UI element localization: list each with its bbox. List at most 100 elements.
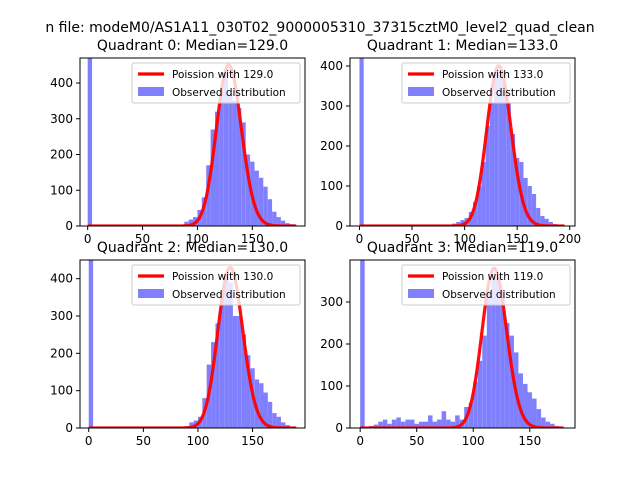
histogram-bar (396, 417, 401, 428)
legend-box (401, 62, 571, 104)
y-tick-label: 400 (320, 59, 343, 73)
x-tick-label: 150 (241, 232, 264, 246)
histogram-bar (541, 417, 546, 428)
legend-label-observed: Observed distribution (172, 87, 286, 99)
x-tick-label: 100 (453, 232, 476, 246)
histogram-bar (477, 360, 483, 428)
histogram-bar (210, 129, 215, 226)
histogram-bar (232, 316, 238, 428)
histogram-bar (532, 398, 537, 428)
legend-patch-swatch (138, 289, 164, 298)
poisson-fit-line (358, 64, 566, 226)
y-tick-label: 300 (50, 112, 73, 126)
histogram-bar (211, 342, 216, 428)
histogram-bar (477, 186, 482, 226)
legend: Poission with 130.0 Observed distribution (131, 264, 301, 306)
histogram-bar (387, 423, 392, 428)
histogram-bar (494, 74, 499, 226)
y-tick-label: 300 (320, 99, 343, 113)
legend: Poission with 133.0 Observed distribution (401, 62, 571, 104)
histogram-bar (486, 293, 492, 428)
histogram-bar (219, 293, 225, 428)
histogram-bar (272, 413, 277, 428)
histogram-bar (219, 91, 224, 226)
histogram-bar (423, 421, 429, 428)
legend-box (401, 264, 571, 306)
histogram-bar (280, 220, 286, 226)
histogram-bar (184, 221, 189, 226)
histogram-bar (544, 218, 549, 226)
histogram-bar (509, 335, 514, 428)
axes-frame (79, 57, 306, 227)
x-tick-label: 0 (85, 434, 93, 448)
histogram-bar (504, 323, 510, 428)
histogram-bar (500, 289, 505, 428)
histogram-bar (482, 335, 487, 428)
legend-label-poisson: Poission with 130.0 (172, 271, 273, 283)
legend-label-poisson: Poission with 119.0 (442, 271, 543, 283)
histogram-bar (215, 111, 220, 226)
y-tick-label: 200 (320, 139, 343, 153)
legend-box (131, 62, 301, 104)
histogram-bar (495, 276, 501, 428)
histogram-bar (428, 415, 433, 428)
histogram-bar (360, 260, 365, 428)
legend-box (131, 264, 301, 306)
histogram-bar (224, 273, 229, 428)
histogram-bar (263, 186, 268, 226)
x-tick-label: 50 (409, 434, 424, 448)
x-tick-label: 0 (356, 434, 364, 448)
histogram-bar (373, 424, 379, 428)
histogram-bar (206, 165, 211, 226)
quadrant-panel-3: 0 50 100 150 0 100 200 300 Quadrant 3: Median=11… (320, 240, 576, 448)
legend-label-observed: Observed distribution (442, 87, 556, 99)
histogram-bar (241, 334, 247, 428)
histogram-bar (481, 162, 486, 226)
y-tick-label: 300 (50, 309, 73, 323)
histogram-bar (523, 178, 528, 226)
histogram-bar (450, 421, 456, 428)
histogram-bar (548, 222, 553, 226)
panel-title: Quadrant 0: Median=129.0 (97, 38, 288, 54)
y-tick-label: 300 (320, 295, 343, 309)
panel-title: Quadrant 2: Median=130.0 (97, 240, 288, 256)
histogram-bar (473, 381, 478, 428)
x-tick-label: 100 (462, 434, 485, 448)
histogram-bar (259, 383, 264, 428)
histogram-bar (359, 58, 364, 226)
histogram-bar (527, 186, 532, 226)
plot-area (358, 58, 566, 226)
histogram-bar (518, 373, 523, 428)
histogram-bar (223, 72, 229, 226)
histogram-bar (527, 392, 533, 428)
histogram-bar (485, 126, 490, 226)
histogram-bar (241, 122, 246, 226)
histogram-bar (460, 220, 465, 226)
histogram-bar (263, 392, 268, 428)
plot-area (87, 58, 297, 226)
legend-patch-swatch (408, 289, 434, 298)
quadrant-panel-2: 0 50 100 150 0 100 200 300 400 Quadrant 2: Median… (50, 240, 306, 448)
legend: Poission with 119.0 Observed distribution (401, 264, 571, 306)
x-tick-label: 150 (518, 434, 541, 448)
histogram-bar (491, 272, 496, 428)
legend-patch-swatch (138, 87, 164, 96)
histogram-bar (468, 402, 474, 428)
x-tick-label: 100 (186, 232, 209, 246)
poisson-fit-line (359, 266, 565, 428)
x-tick-label: 50 (136, 434, 151, 448)
histogram-bar (437, 419, 442, 428)
histogram-bar (400, 421, 406, 428)
y-tick-label: 400 (50, 272, 73, 286)
histogram-bar (280, 422, 286, 428)
histogram-bar (418, 421, 424, 428)
plot-area (359, 260, 565, 428)
histogram-bar (536, 409, 542, 428)
histogram-bar (446, 419, 451, 428)
legend-label-observed: Observed distribution (172, 289, 286, 301)
histogram-bar (550, 423, 555, 428)
histogram-bar (498, 70, 503, 226)
quadrant-panel-1: 0 50 100 150 200 0 100 200 300 400 Quadrant 1: Med… (320, 38, 581, 246)
histogram-bar (246, 355, 251, 428)
histogram-bar (245, 154, 251, 226)
